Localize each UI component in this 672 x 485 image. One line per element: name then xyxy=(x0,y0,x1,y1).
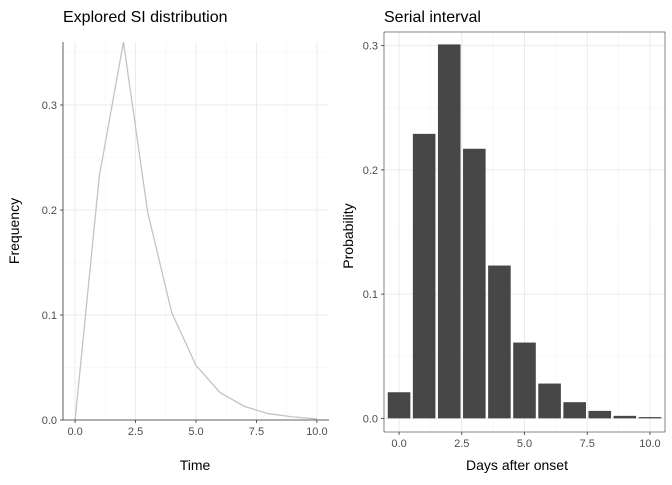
bar-day-7 xyxy=(563,402,586,419)
left-y-tick-label: 0.1 xyxy=(42,310,57,322)
right-x-tick-label: 2.5 xyxy=(454,438,469,450)
right-panel-title: Serial interval xyxy=(384,9,481,26)
right-x-tick-label: 10.0 xyxy=(639,438,660,450)
bar-day-8 xyxy=(588,410,612,419)
right-y-tick-label: 0.2 xyxy=(363,165,378,177)
right-x-tick-label: 0.0 xyxy=(391,438,406,450)
right-x-axis-label: Days after onset xyxy=(466,457,568,473)
left-x-tick-label: 0.0 xyxy=(67,426,82,438)
left-panel: Explored SI distribution 0.0 2.5 5.0 7.5 10.… xyxy=(6,9,329,473)
right-x-tick-label: 5.0 xyxy=(517,438,532,450)
bar-day-10 xyxy=(638,417,662,419)
bar-day-6 xyxy=(538,383,561,419)
left-x-tick-label: 10.0 xyxy=(306,426,327,438)
right-x-tick-label: 7.5 xyxy=(580,438,595,450)
right-bar-series xyxy=(387,44,662,419)
bar-day-3 xyxy=(463,148,486,419)
bar-day-1 xyxy=(412,133,436,419)
left-grid xyxy=(63,42,329,421)
right-y-tick-label: 0.0 xyxy=(363,413,378,425)
right-y-tick-label: 0.3 xyxy=(363,41,378,53)
si-distribution-line xyxy=(74,41,317,421)
bar-day-4 xyxy=(488,265,511,419)
left-x-tick-label: 2.5 xyxy=(128,426,143,438)
left-x-axis-label: Time xyxy=(180,457,211,473)
right-panel: Serial interval 0.0 2.5 5.0 7.5 10.00.00.10.… xyxy=(340,9,666,473)
bar-day-9 xyxy=(613,415,637,419)
right-axes: 0.0 2.5 5.0 7.5 10.0 0.0 0.1 0.2 0.3 xyxy=(363,31,666,450)
bar-day-0 xyxy=(387,392,411,419)
left-panel-title: Explored SI distribution xyxy=(63,9,228,26)
left-y-tick-label: 0.0 xyxy=(42,415,57,427)
left-y-tick-label: 0.2 xyxy=(42,205,57,217)
right-y-axis-label: Probability xyxy=(340,203,356,268)
bar-day-2 xyxy=(437,44,461,419)
left-x-tick-label: 7.5 xyxy=(249,426,264,438)
left-y-tick-label: 0.3 xyxy=(42,100,57,112)
right-y-tick-label: 0.1 xyxy=(363,289,378,301)
left-line-series xyxy=(74,41,317,421)
left-y-axis-label: Frequency xyxy=(6,198,22,264)
left-x-tick-label: 5.0 xyxy=(188,426,203,438)
bar-day-5 xyxy=(513,342,536,419)
left-axes: 0.0 2.5 5.0 7.5 10.0 0.0 0.1 0.2 0.3 xyxy=(42,42,329,438)
